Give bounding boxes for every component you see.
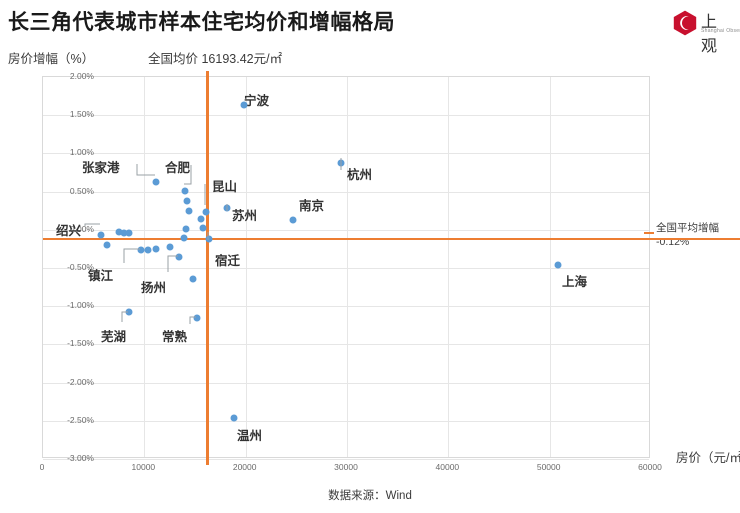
y-axis-tick-label: -3.00% bbox=[67, 453, 94, 463]
national-average-growth-note: 全国平均增幅 -0.12% bbox=[656, 221, 719, 249]
plot-area bbox=[42, 71, 740, 465]
data-point-昆山[interactable] bbox=[202, 208, 210, 216]
data-point[interactable] bbox=[189, 275, 197, 283]
data-point-宿迁[interactable] bbox=[205, 235, 213, 243]
y-axis-tick-label: -2.00% bbox=[67, 376, 94, 387]
point-label-扬州: 扬州 bbox=[141, 281, 167, 295]
x-axis-tick-label: 30000 bbox=[334, 462, 358, 472]
logo-chinese-text: 上观 bbox=[701, 14, 719, 55]
x-axis-tick-label: 20000 bbox=[232, 462, 257, 472]
point-label-宿迁: 宿迁 bbox=[215, 254, 241, 268]
x-axis-tick-label: 0 bbox=[39, 462, 45, 472]
x-axis-tick-label: 10000 bbox=[131, 462, 156, 472]
point-label-绍兴: 绍兴 bbox=[56, 224, 82, 238]
data-point[interactable] bbox=[103, 241, 111, 249]
gridline-vertical bbox=[347, 77, 348, 457]
y-axis-tick-label: -1.00% bbox=[67, 300, 94, 311]
reference-line-national-price bbox=[206, 71, 210, 465]
point-label-上海: 上海 bbox=[562, 275, 588, 289]
gridline-horizontal bbox=[43, 153, 649, 155]
gridline-vertical bbox=[144, 77, 146, 457]
gridline-vertical bbox=[245, 77, 247, 457]
gridline-horizontal bbox=[43, 420, 649, 422]
y-axis-tick-label: 1.50% bbox=[69, 109, 94, 120]
data-point[interactable] bbox=[152, 245, 160, 253]
x-axis-tick-label: 60000 bbox=[638, 462, 662, 472]
data-point-杭州[interactable] bbox=[337, 159, 345, 167]
logo-english-text: Shanghai Observer bbox=[701, 28, 740, 34]
data-point[interactable] bbox=[197, 215, 205, 223]
y-axis-tick-label: -1.50% bbox=[67, 338, 94, 349]
gridline-vertical bbox=[448, 77, 450, 457]
data-point-宁波[interactable] bbox=[240, 101, 248, 109]
data-point-芜湖[interactable] bbox=[125, 308, 133, 316]
gridline-horizontal bbox=[43, 268, 649, 269]
gridline-horizontal bbox=[43, 229, 649, 231]
point-label-杭州: 杭州 bbox=[347, 168, 373, 182]
x-axis-tick-label: 40000 bbox=[435, 462, 460, 472]
point-label-常熟: 常熟 bbox=[162, 330, 188, 344]
gridline-horizontal bbox=[43, 191, 649, 193]
data-point-苏州[interactable] bbox=[223, 204, 231, 212]
data-point[interactable] bbox=[199, 224, 207, 232]
data-point[interactable] bbox=[185, 207, 193, 215]
y-axis-tick-label: 0.00% bbox=[69, 223, 94, 234]
data-point[interactable] bbox=[115, 228, 123, 236]
x-axis-title: 房价（元/㎡） bbox=[676, 451, 740, 465]
page-title: 长三角代表城市样本住宅均价和增幅格局 bbox=[8, 11, 395, 34]
data-source-note: 数据来源：Wind bbox=[328, 490, 412, 502]
point-label-合肥: 合肥 bbox=[165, 161, 191, 175]
data-point[interactable] bbox=[125, 229, 133, 237]
gridline-horizontal bbox=[43, 306, 649, 308]
gridline-horizontal bbox=[43, 344, 649, 346]
point-label-宁波: 宁波 bbox=[244, 94, 270, 108]
point-label-苏州: 苏州 bbox=[232, 209, 258, 223]
data-point[interactable] bbox=[144, 246, 152, 254]
data-point-合肥[interactable] bbox=[181, 187, 189, 195]
data-point-常熟[interactable] bbox=[193, 314, 201, 322]
y-axis-tick-label: -2.50% bbox=[67, 414, 94, 425]
data-point-镇江[interactable] bbox=[137, 246, 145, 254]
gridline-horizontal bbox=[43, 382, 649, 384]
point-label-镇江: 镇江 bbox=[88, 269, 114, 283]
gridline-horizontal bbox=[43, 459, 649, 460]
y-axis-title: 房价增幅（%） bbox=[8, 52, 95, 66]
avg-growth-line-swatch bbox=[644, 232, 654, 234]
data-point-绍兴[interactable] bbox=[97, 231, 105, 239]
point-label-芜湖: 芜湖 bbox=[101, 330, 127, 344]
y-axis-tick-label: -0.50% bbox=[67, 262, 94, 272]
brand-logo: 上观 Shanghai Observer bbox=[672, 9, 740, 55]
y-axis-tick-label: 1.00% bbox=[69, 147, 94, 158]
gridline-vertical bbox=[549, 77, 551, 457]
data-point-温州[interactable] bbox=[230, 414, 238, 422]
gridline-horizontal bbox=[43, 115, 649, 117]
reference-line-national-growth bbox=[43, 237, 740, 240]
hexagon-logo-icon bbox=[673, 10, 697, 36]
data-point-扬州[interactable] bbox=[175, 253, 183, 261]
data-point-南京[interactable] bbox=[289, 216, 297, 224]
data-point-张家港[interactable] bbox=[152, 178, 160, 186]
point-label-南京: 南京 bbox=[299, 199, 325, 213]
point-label-温州: 温州 bbox=[237, 429, 263, 443]
data-point-上海[interactable] bbox=[554, 261, 562, 269]
national-average-price-note: 全国均价 16193.42元/㎡ bbox=[148, 52, 283, 66]
y-axis-tick-label: 0.50% bbox=[69, 185, 94, 196]
data-point[interactable] bbox=[166, 243, 174, 251]
data-point[interactable] bbox=[182, 225, 190, 233]
y-axis-tick-label: 2.00% bbox=[69, 71, 94, 81]
data-point[interactable] bbox=[180, 234, 188, 242]
point-label-昆山: 昆山 bbox=[212, 180, 238, 194]
x-axis-tick-label: 50000 bbox=[536, 462, 561, 472]
avg-growth-label: 全国平均增幅 bbox=[656, 222, 719, 234]
data-point[interactable] bbox=[120, 229, 128, 237]
data-point[interactable] bbox=[183, 197, 191, 205]
point-label-张家港: 张家港 bbox=[82, 161, 120, 175]
